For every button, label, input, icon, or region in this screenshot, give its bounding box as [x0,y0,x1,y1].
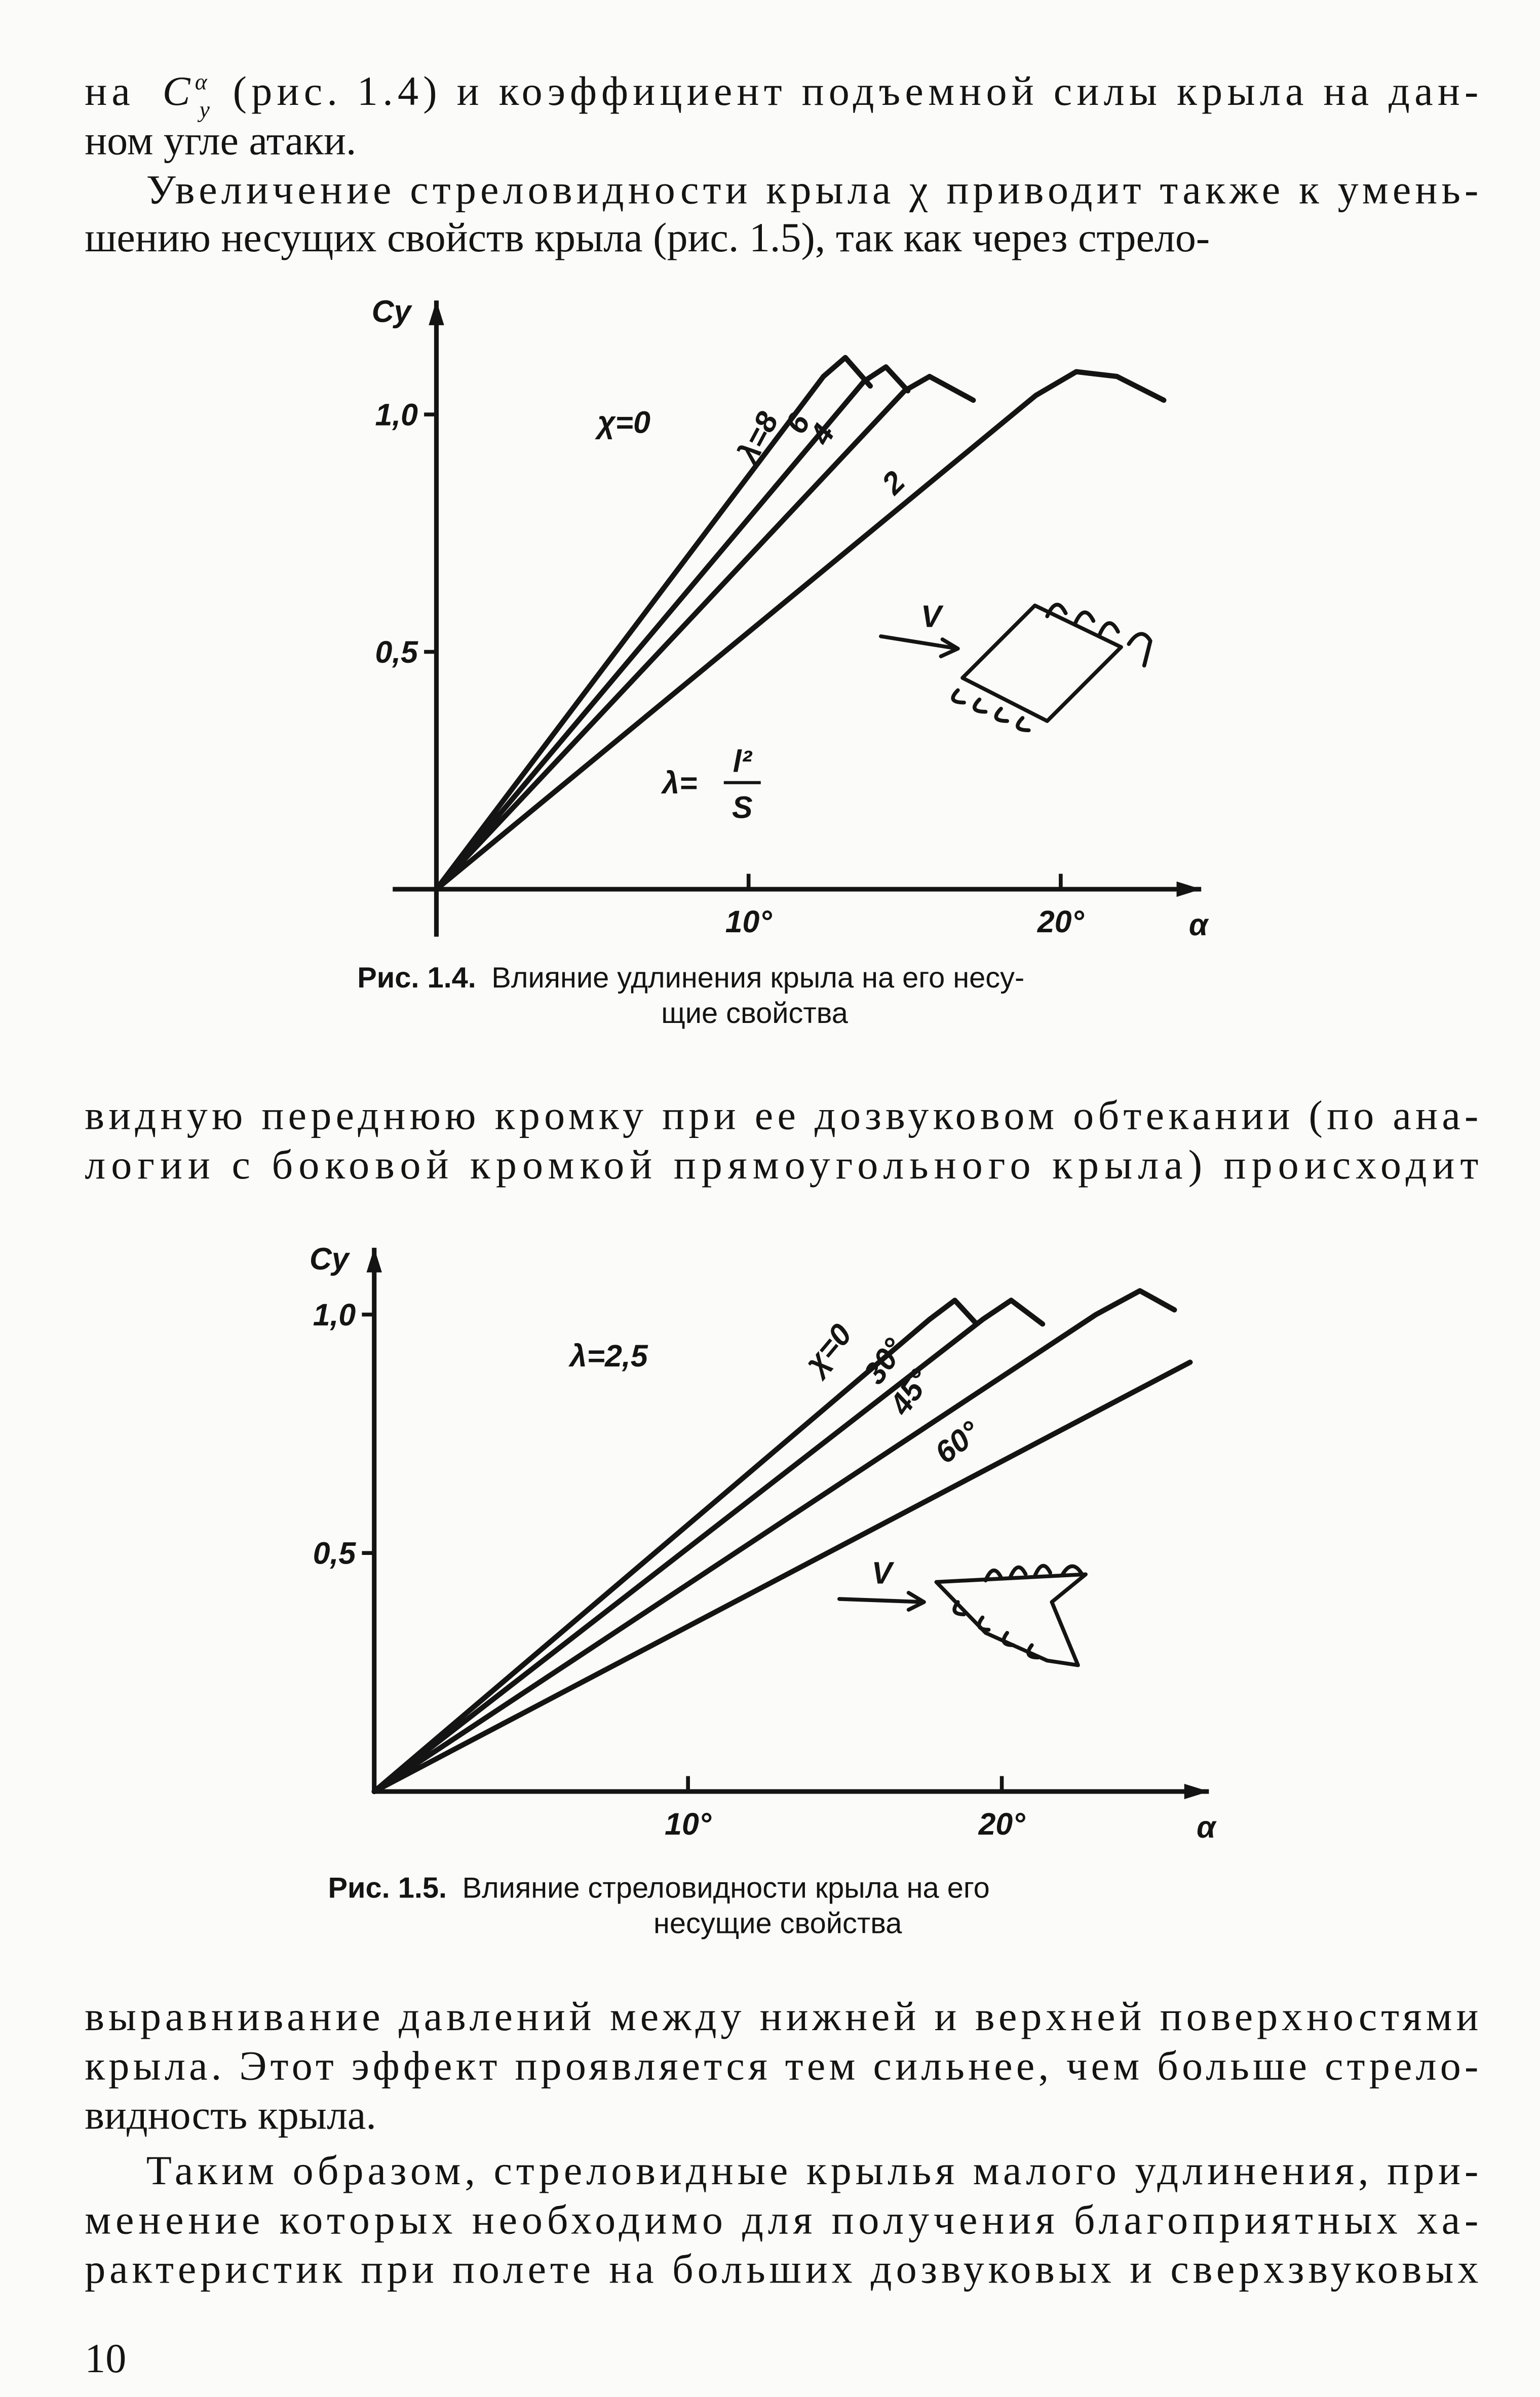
axis-arrow [366,1247,382,1273]
curve [371,1288,1177,1795]
series-label: χ=0 [796,1317,858,1382]
figure-caption: Рис. 1.4. Влияние удлинения крыла на его … [357,962,1024,994]
annotation: χ=0 [595,405,651,440]
figure-caption: несущие свойства [653,1908,902,1940]
x-tick-label: 10° [665,1807,712,1841]
edge-vortices [951,688,1031,733]
annotation: V [921,599,944,634]
formula: l² [733,744,753,778]
wing-sketch [837,1564,1088,1667]
series-label: λ=8 [729,406,785,470]
text-line: ном угле атаки. [85,117,356,163]
wing-outline [960,603,1123,723]
text-line: выравнивание давлений между нижней и вер… [85,1993,1478,2039]
curve [434,369,1167,892]
y-tick-label: 1,0 [313,1298,356,1332]
text-line: менение которых необходимо для получения… [85,2196,1478,2242]
text-run: на [85,68,130,114]
annotation: V [872,1555,895,1590]
x-tick-label: 10° [725,904,773,939]
y-axis-label: Cy [310,1241,351,1276]
figure-label: Рис. 1.4. [357,962,476,994]
curve [434,355,873,892]
wing-outline [934,1572,1088,1667]
x-tick-label: 20° [978,1807,1026,1841]
axis-arrow [1184,1783,1209,1800]
y-tick-label: 0,5 [375,635,418,669]
wing-sketch [879,602,1152,733]
text-line: рактеристик при полете на больших дозвук… [85,2246,1478,2292]
x-axis-label: α [1189,907,1209,942]
formula: S [732,790,753,825]
curve [371,1359,1193,1795]
y-tick-label: 1,0 [375,397,418,432]
caption-text: Влияние удлинения крыла на его несу- [491,962,1024,994]
curve [434,364,911,892]
curve [371,1298,980,1795]
y-tick-label: 0,5 [313,1536,357,1571]
math-sup: α [195,69,208,95]
curve [434,373,976,892]
y-axis-label: Cy [372,294,413,329]
edge-vortices [952,1600,1040,1660]
figure-label: Рис. 1.5. [328,1872,447,1905]
text-line: шению несущих свойств крыла (рис. 1.5), … [85,214,1210,260]
math-sub: y [198,96,210,122]
formula: λ= [661,766,697,800]
flow-arrow [879,634,960,659]
text-line: логии с боковой кромкой прямоугольного к… [85,1142,1478,1188]
axis-arrow [429,300,444,325]
caption-text: Влияние стреловидности крыла на его [462,1872,989,1905]
text-line: Таким образом, стреловидные крылья малог… [146,2147,1479,2193]
text-run: (рис. 1.4) и коэффициент подъемной силы … [233,68,1479,114]
x-tick-label: 20° [1037,904,1085,939]
annotation: λ=2,5 [568,1339,648,1373]
x-axis-label: α [1197,1810,1217,1844]
curve [371,1298,1046,1795]
series-label: 2 [875,464,912,501]
figure-caption: щие свойства [661,997,849,1030]
text-line: Увеличение стреловидности крыла χ привод… [146,167,1479,213]
text-line: крыла. Этот эффект проявляется тем сильн… [85,2042,1478,2088]
math-symbol: C [163,68,191,114]
edge-vortices [983,1564,1083,1583]
axis-arrow [1176,881,1202,897]
text-line: видность крыла. [85,2092,376,2138]
tip-vortices [1045,602,1152,668]
text-line: видную переднюю кромку при ее дозвуковом… [85,1092,1478,1138]
page-number: 10 [85,2335,126,2381]
flow-arrow [837,1590,926,1612]
figure-caption: Рис. 1.5. Влияние стреловидности крыла на… [328,1872,990,1905]
